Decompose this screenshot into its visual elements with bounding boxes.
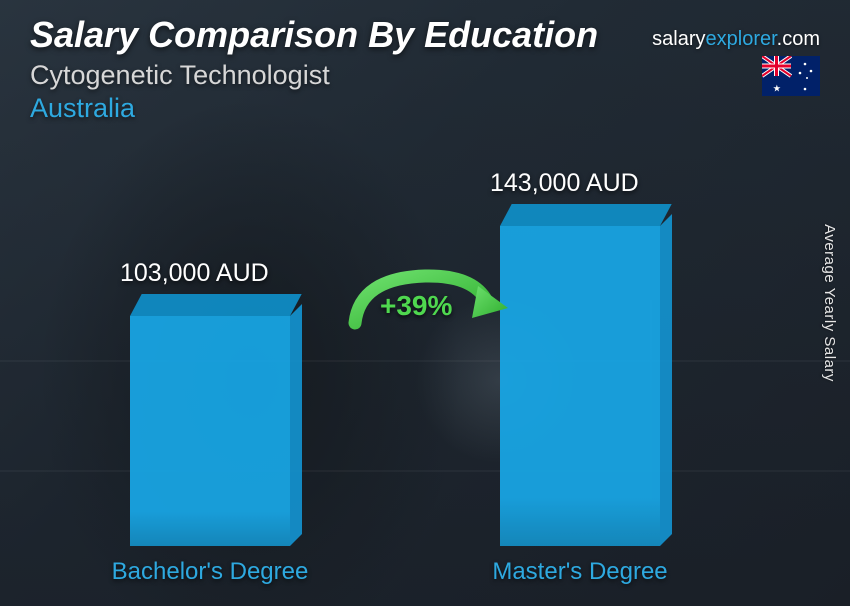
australia-flag-icon	[762, 56, 820, 96]
country-label: Australia	[30, 93, 820, 124]
bar-side	[290, 304, 302, 546]
bar-chart: 103,000 AUD Bachelor's Degree 143,000 AUD M…	[0, 126, 850, 606]
bar-category-label: Master's Degree	[470, 558, 690, 586]
bar	[500, 226, 660, 546]
bar-front	[130, 316, 290, 546]
brand-part3: .com	[777, 28, 820, 50]
bar-value-label: 103,000 AUD	[120, 259, 269, 288]
bar-top	[130, 294, 302, 316]
brand-logo: salaryexplorer.com	[652, 28, 820, 51]
percent-increase: +39%	[380, 290, 452, 322]
bar	[130, 316, 290, 546]
brand-part2: explorer	[706, 28, 777, 50]
brand-part1: salary	[652, 28, 705, 50]
bar-value-label: 143,000 AUD	[490, 169, 639, 198]
bar-top	[500, 204, 672, 226]
job-title: Cytogenetic Technologist	[30, 60, 820, 91]
bar-side	[660, 214, 672, 546]
bar-front	[500, 226, 660, 546]
bar-category-label: Bachelor's Degree	[100, 558, 320, 586]
increase-arrow: +39%	[340, 268, 510, 338]
